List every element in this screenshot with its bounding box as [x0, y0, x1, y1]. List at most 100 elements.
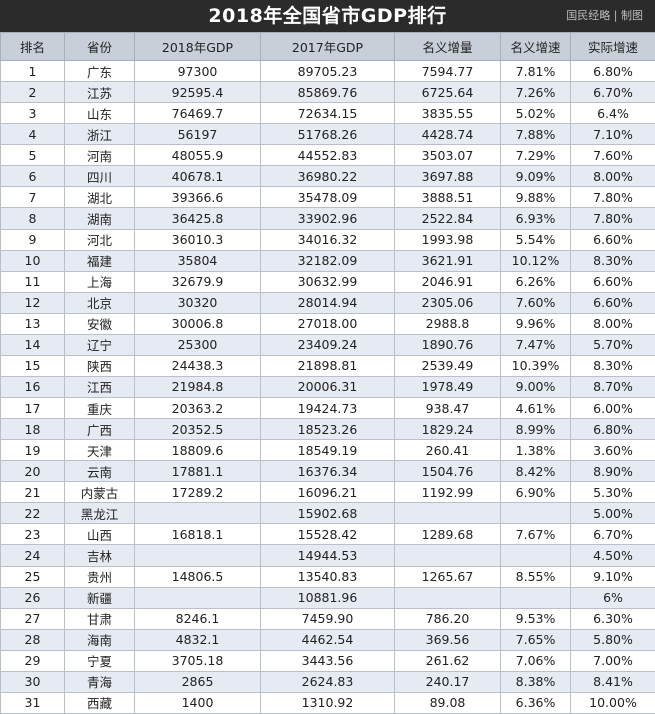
cell-real-growth: 7.80% — [571, 208, 655, 229]
cell-rank: 28 — [1, 629, 65, 650]
cell-nominal-increase: 2988.8 — [395, 313, 501, 334]
cell-real-growth: 5.80% — [571, 629, 655, 650]
cell-province: 江西 — [65, 376, 135, 397]
cell-nominal-increase: 1978.49 — [395, 376, 501, 397]
cell-gdp-2017: 35478.09 — [261, 187, 395, 208]
column-header-nominal-growth: 名义增速 — [501, 33, 571, 61]
cell-real-growth: 8.70% — [571, 376, 655, 397]
cell-gdp-2018: 17881.1 — [135, 461, 261, 482]
cell-real-growth: 8.30% — [571, 250, 655, 271]
cell-nominal-increase: 89.08 — [395, 692, 501, 713]
cell-gdp-2017: 19424.73 — [261, 398, 395, 419]
cell-nominal-increase: 1504.76 — [395, 461, 501, 482]
cell-nominal-increase: 240.17 — [395, 671, 501, 692]
column-header-real-growth: 实际增速 — [571, 33, 655, 61]
cell-rank: 5 — [1, 145, 65, 166]
cell-nominal-increase: 4428.74 — [395, 124, 501, 145]
cell-gdp-2017: 15902.68 — [261, 503, 395, 524]
cell-gdp-2018: 48055.9 — [135, 145, 261, 166]
cell-gdp-2017: 72634.15 — [261, 103, 395, 124]
cell-gdp-2017: 16376.34 — [261, 461, 395, 482]
cell-real-growth: 8.30% — [571, 355, 655, 376]
cell-gdp-2017: 7459.90 — [261, 608, 395, 629]
cell-gdp-2018: 25300 — [135, 334, 261, 355]
cell-nominal-growth: 10.12% — [501, 250, 571, 271]
cell-gdp-2018 — [135, 503, 261, 524]
cell-gdp-2017: 36980.22 — [261, 166, 395, 187]
cell-nominal-increase: 3621.91 — [395, 250, 501, 271]
cell-rank: 13 — [1, 313, 65, 334]
cell-province: 重庆 — [65, 398, 135, 419]
cell-province: 广东 — [65, 61, 135, 82]
cell-real-growth: 3.60% — [571, 440, 655, 461]
cell-real-growth: 6.60% — [571, 271, 655, 292]
cell-nominal-increase: 3888.51 — [395, 187, 501, 208]
cell-gdp-2018: 24438.3 — [135, 355, 261, 376]
cell-rank: 12 — [1, 292, 65, 313]
cell-real-growth: 7.00% — [571, 650, 655, 671]
cell-rank: 6 — [1, 166, 65, 187]
cell-province: 湖北 — [65, 187, 135, 208]
cell-gdp-2018: 18809.6 — [135, 440, 261, 461]
cell-real-growth: 5.00% — [571, 503, 655, 524]
cell-rank: 25 — [1, 566, 65, 587]
cell-nominal-growth: 7.29% — [501, 145, 571, 166]
cell-province: 广西 — [65, 419, 135, 440]
cell-rank: 4 — [1, 124, 65, 145]
cell-real-growth: 5.30% — [571, 482, 655, 503]
cell-nominal-increase: 1192.99 — [395, 482, 501, 503]
cell-nominal-growth: 7.65% — [501, 629, 571, 650]
cell-gdp-2017: 89705.23 — [261, 61, 395, 82]
cell-nominal-growth: 9.09% — [501, 166, 571, 187]
cell-nominal-growth — [501, 545, 571, 566]
cell-nominal-increase: 786.20 — [395, 608, 501, 629]
cell-rank: 21 — [1, 482, 65, 503]
cell-rank: 31 — [1, 692, 65, 713]
cell-gdp-2018: 8246.1 — [135, 608, 261, 629]
cell-gdp-2017: 1310.92 — [261, 692, 395, 713]
cell-gdp-2018: 14806.5 — [135, 566, 261, 587]
cell-province: 辽宁 — [65, 334, 135, 355]
cell-rank: 7 — [1, 187, 65, 208]
cell-nominal-increase: 1289.68 — [395, 524, 501, 545]
cell-nominal-growth: 8.38% — [501, 671, 571, 692]
cell-real-growth: 4.50% — [571, 545, 655, 566]
cell-gdp-2017: 20006.31 — [261, 376, 395, 397]
header-bar: 2018年全国省市GDP排行 国民经略 | 制图 — [0, 0, 655, 32]
cell-real-growth: 7.60% — [571, 145, 655, 166]
cell-nominal-growth — [501, 503, 571, 524]
cell-nominal-increase: 3835.55 — [395, 103, 501, 124]
cell-nominal-growth: 7.67% — [501, 524, 571, 545]
cell-gdp-2017: 21898.81 — [261, 355, 395, 376]
cell-rank: 26 — [1, 587, 65, 608]
cell-province: 陕西 — [65, 355, 135, 376]
cell-nominal-increase: 2539.49 — [395, 355, 501, 376]
cell-gdp-2018: 35804 — [135, 250, 261, 271]
cell-gdp-2017: 13540.83 — [261, 566, 395, 587]
cell-gdp-2018 — [135, 545, 261, 566]
cell-real-growth: 6% — [571, 587, 655, 608]
cell-province: 山东 — [65, 103, 135, 124]
cell-real-growth: 8.41% — [571, 671, 655, 692]
cell-nominal-growth: 10.39% — [501, 355, 571, 376]
cell-gdp-2018: 36425.8 — [135, 208, 261, 229]
cell-real-growth: 9.10% — [571, 566, 655, 587]
cell-real-growth: 6.80% — [571, 61, 655, 82]
cell-nominal-increase: 2305.06 — [395, 292, 501, 313]
cell-gdp-2018: 30320 — [135, 292, 261, 313]
cell-nominal-growth: 6.90% — [501, 482, 571, 503]
cell-nominal-increase: 1829.24 — [395, 419, 501, 440]
cell-nominal-growth: 8.55% — [501, 566, 571, 587]
cell-gdp-2018: 4832.1 — [135, 629, 261, 650]
cell-province: 上海 — [65, 271, 135, 292]
cell-rank: 9 — [1, 229, 65, 250]
cell-real-growth: 6.70% — [571, 524, 655, 545]
